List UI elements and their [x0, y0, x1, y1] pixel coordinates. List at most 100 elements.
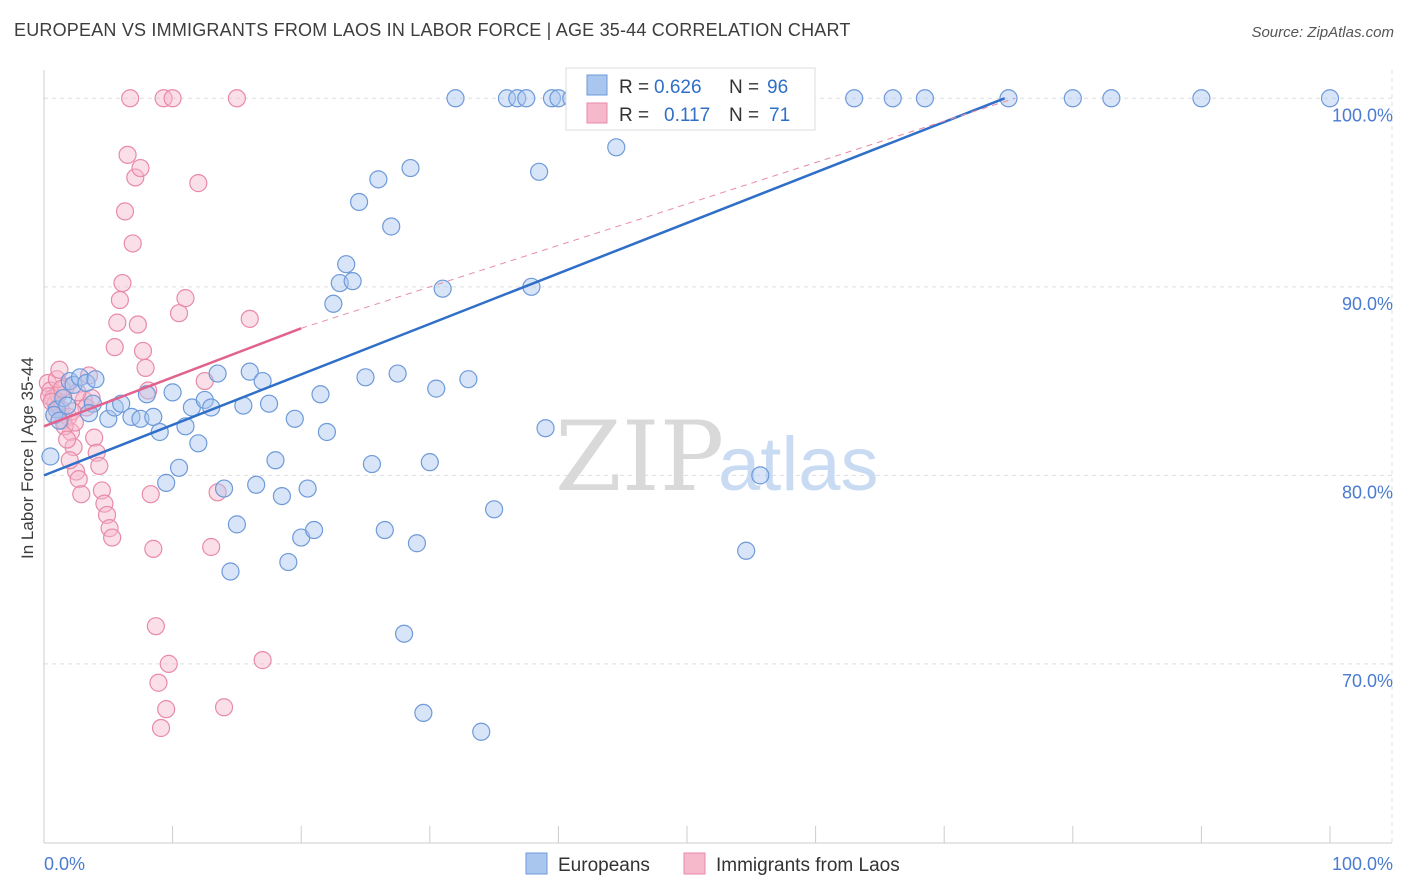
- europeans-point: [401, 158, 420, 178]
- immigrants-point: [108, 313, 127, 332]
- europeans-point: [407, 534, 427, 553]
- europeans-point: [883, 89, 902, 108]
- immigrants-point: [105, 338, 124, 357]
- immigrants-point: [163, 89, 182, 108]
- immigrants-point: [214, 698, 234, 717]
- immigrants-point: [253, 651, 272, 670]
- europeans-point: [427, 379, 446, 398]
- legend-bottom-swatch-immigrants: [683, 852, 706, 875]
- europeans-point: [259, 394, 279, 413]
- europeans-point: [420, 453, 439, 472]
- europeans-point: [337, 255, 356, 274]
- immigrants-point: [95, 494, 114, 513]
- immigrants-point: [159, 654, 178, 673]
- immigrants-point: [136, 358, 155, 377]
- x-tick-labels: 0.0% 100.0%: [44, 854, 1393, 874]
- europeans-point: [285, 409, 304, 428]
- legend-bottom-label-europeans: Europeans: [558, 855, 650, 876]
- legend-stats: R = 0.626 N = 96 R = 0.117 N = 71: [565, 67, 816, 131]
- europeans-point: [240, 362, 259, 381]
- immigrants-point: [121, 89, 140, 108]
- europeans-point: [369, 170, 388, 189]
- legend-bottom-label-immigrants: Immigrants from Laos: [716, 855, 900, 876]
- trend-line-immigrants: [43, 327, 302, 428]
- europeans-point: [446, 89, 465, 108]
- europeans-point: [317, 422, 337, 442]
- y-tick-labels: 70.0% 80.0% 90.0% 100.0%: [1332, 105, 1393, 691]
- legend-n-value-immigrants: 71: [769, 105, 790, 126]
- watermark: ZIP atlas: [555, 401, 879, 513]
- axes: [43, 70, 1392, 844]
- europeans-point: [343, 272, 362, 291]
- immigrants-point: [69, 470, 88, 489]
- europeans-point: [542, 89, 562, 108]
- legend-r-value-immigrants: 0.117: [664, 105, 710, 126]
- europeans-point: [607, 138, 626, 157]
- immigrants-point: [133, 341, 153, 361]
- europeans-point: [751, 466, 770, 485]
- immigrants-point: [58, 430, 77, 449]
- grid-lines: [44, 70, 1393, 843]
- immigrants-point: [115, 202, 135, 221]
- x-tick-label-min: 0.0%: [44, 854, 85, 874]
- y-tick-label: 80.0%: [1342, 482, 1393, 502]
- immigrants-point: [151, 718, 171, 738]
- y-tick-label: 70.0%: [1342, 671, 1393, 691]
- legend-n-label-europeans: N =: [729, 77, 759, 98]
- immigrants-point: [103, 528, 122, 547]
- europeans-point: [497, 89, 517, 108]
- europeans-point: [195, 390, 214, 410]
- europeans-point: [1320, 89, 1340, 108]
- legend-r-value-europeans: 0.626: [654, 77, 702, 98]
- europeans-point: [737, 541, 756, 560]
- legend-n-value-europeans: 96: [767, 77, 788, 98]
- legend-swatch-europeans: [586, 74, 608, 96]
- immigrants-point: [146, 617, 165, 636]
- europeans-point: [298, 479, 317, 498]
- europeans-point: [414, 703, 433, 723]
- europeans-point: [266, 451, 285, 470]
- europeans-point: [530, 162, 549, 181]
- europeans-point: [915, 89, 935, 108]
- immigrants-point: [72, 485, 91, 504]
- europeans-point: [279, 552, 298, 572]
- legend-swatch-immigrants: [586, 102, 608, 124]
- europeans-point: [221, 562, 240, 581]
- europeans-point: [472, 722, 491, 741]
- immigrants-point: [202, 537, 221, 557]
- immigrants-point: [52, 379, 72, 398]
- europeans-point: [382, 217, 401, 236]
- immigrants-point: [240, 309, 259, 328]
- y-tick-label: 90.0%: [1342, 294, 1393, 314]
- immigrants-point: [85, 428, 104, 447]
- legend-series: Europeans Immigrants from Laos: [525, 852, 900, 876]
- europeans-point: [163, 383, 182, 402]
- immigrants-point: [90, 456, 109, 476]
- x-tick-label-max: 100.0%: [1332, 854, 1393, 874]
- europeans-point: [1192, 89, 1211, 108]
- legend-bottom-swatch-europeans: [525, 852, 548, 875]
- immigrants-point: [189, 174, 208, 193]
- immigrants-point: [118, 145, 137, 164]
- immigrants-point: [128, 315, 147, 334]
- europeans-point: [349, 192, 369, 212]
- source-label: Source: ZipAtlas.com: [1251, 24, 1394, 41]
- europeans-point: [1102, 89, 1121, 108]
- europeans-point: [459, 370, 478, 389]
- immigrants-point: [123, 234, 142, 253]
- immigrants-point: [144, 539, 163, 558]
- immigrants-point: [149, 673, 168, 692]
- watermark-zip: ZIP: [555, 401, 724, 513]
- europeans-point: [41, 447, 60, 466]
- immigrants-point: [176, 289, 195, 308]
- europeans-point: [58, 396, 77, 415]
- europeans-point: [536, 419, 555, 438]
- immigrants-point: [92, 481, 111, 500]
- y-axis-label: In Labor Force | Age 35-44: [18, 357, 37, 559]
- europeans-point: [1063, 89, 1082, 108]
- immigrants-point: [97, 505, 117, 525]
- europeans-point: [999, 89, 1018, 108]
- europeans-point: [304, 520, 324, 540]
- europeans-point: [214, 479, 234, 498]
